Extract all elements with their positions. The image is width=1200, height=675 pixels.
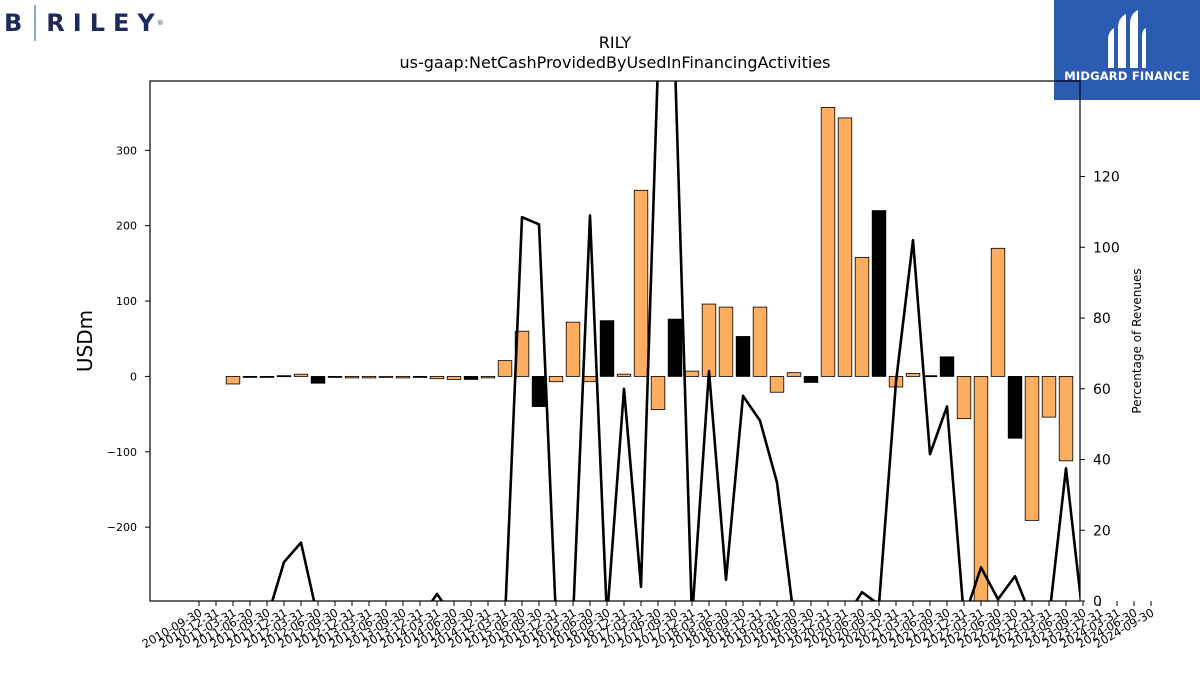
bar (242, 376, 258, 378)
bar (1007, 376, 1023, 439)
bar (259, 376, 275, 378)
y2-tick-label: 80 (1093, 311, 1111, 327)
y2-tick-label: 20 (1093, 523, 1111, 539)
bar (344, 376, 360, 379)
bar (599, 320, 615, 377)
bar (667, 318, 683, 377)
y2-axis-label: Percentage of Revenues (1130, 268, 1144, 413)
axes-layer: −200−10001002003000204060801001202010-09… (107, 80, 1157, 651)
bar (650, 376, 666, 410)
bar (616, 373, 632, 377)
bar (871, 210, 887, 377)
bar (956, 376, 972, 420)
y-tick-label: 300 (116, 144, 137, 157)
y-axis-label: USDm (73, 310, 97, 372)
y-tick-label: 200 (116, 220, 137, 233)
bar (803, 376, 819, 383)
y2-tick-label: 0 (1093, 594, 1102, 610)
bar (480, 376, 496, 379)
y-tick-label: 100 (116, 295, 137, 308)
bar (1058, 376, 1074, 462)
bar (225, 376, 241, 385)
y2-tick-label: 60 (1093, 382, 1111, 398)
bar (820, 106, 836, 377)
midgard-mark-icon (1108, 10, 1146, 68)
bar (548, 376, 564, 383)
bar (922, 375, 938, 378)
bar (429, 376, 445, 380)
series-line (270, 81, 1080, 601)
y2-tick-label: 100 (1093, 240, 1120, 256)
riley-logo-registered: ® (156, 19, 164, 27)
y-tick-label: −100 (107, 446, 137, 459)
bar (412, 376, 428, 378)
bar (718, 306, 734, 377)
chart-title: RILY (599, 33, 632, 52)
midgard-logo-text: MIDGARD FINANCE (1064, 69, 1190, 83)
bar (735, 336, 751, 377)
bar (633, 189, 649, 377)
bar (582, 376, 598, 383)
bar (565, 321, 581, 377)
bar (327, 376, 343, 378)
y-tick-label: −200 (107, 521, 137, 534)
bar (276, 375, 292, 378)
bar (446, 376, 462, 380)
bar (854, 256, 870, 377)
bar (531, 376, 547, 407)
bar (752, 306, 768, 377)
bar (939, 356, 955, 377)
y2-tick-label: 40 (1093, 453, 1111, 469)
bar (769, 376, 785, 393)
bar (1024, 376, 1040, 521)
y-tick-label: 0 (130, 370, 137, 383)
y2-tick-label: 120 (1093, 170, 1120, 186)
bar (395, 376, 411, 379)
bar (463, 376, 479, 380)
bar (378, 376, 394, 378)
bar (990, 247, 1006, 377)
bar (786, 372, 802, 377)
bar (293, 373, 309, 377)
b-riley-logo: B RILEY ® (4, 4, 164, 42)
bars-layer (225, 106, 1074, 601)
plot-frame (149, 80, 1081, 602)
bar (1041, 376, 1057, 418)
bar (497, 360, 513, 377)
riley-logo-letter: B (4, 9, 25, 37)
bar (310, 376, 326, 384)
bar (361, 376, 377, 379)
bar (684, 370, 700, 377)
bar (837, 117, 853, 377)
riley-logo-word: RILEY (46, 9, 163, 37)
bar (701, 303, 717, 377)
riley-logo-divider (34, 5, 37, 41)
bar (905, 373, 921, 377)
chart-subtitle: us-gaap:NetCashProvidedByUsedInFinancing… (399, 53, 830, 72)
line-layer (270, 81, 1080, 601)
bar (973, 376, 989, 601)
midgard-finance-logo: MIDGARD FINANCE (1054, 0, 1200, 100)
